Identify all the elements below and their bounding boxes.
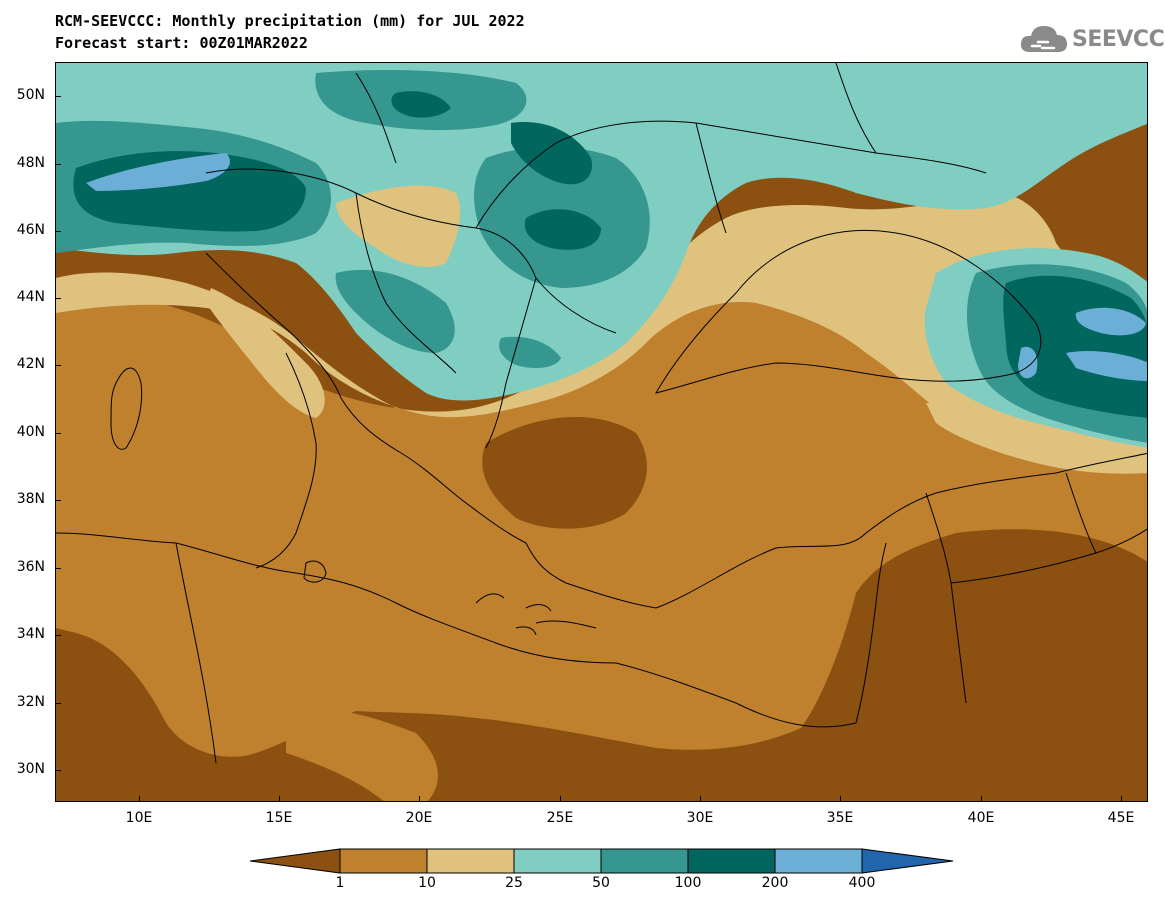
band-10-25-africa bbox=[286, 709, 438, 801]
lon-tick-label: 45E bbox=[1107, 810, 1135, 826]
lat-tick-label: 34N bbox=[16, 626, 45, 642]
lat-tick-label: 38N bbox=[16, 491, 45, 507]
lon-tick-label: 20E bbox=[405, 810, 433, 826]
band-200-400-carpathians bbox=[511, 122, 592, 185]
forecast-start-label: Forecast start: 00Z01MAR2022 bbox=[55, 34, 308, 52]
lat-tick-mark bbox=[55, 635, 61, 636]
logo-text: SEEVCCC bbox=[1072, 26, 1165, 52]
precipitation-map[interactable] bbox=[55, 62, 1148, 802]
lon-tick-mark bbox=[840, 796, 841, 802]
band-400-plus-alps bbox=[86, 153, 230, 191]
colorbar-label: 200 bbox=[761, 875, 789, 891]
map-title: RCM-SEEVCCC: Monthly precipitation (mm) … bbox=[55, 12, 525, 30]
precipitation-field bbox=[56, 63, 1147, 801]
band-100-200-balkans bbox=[335, 269, 455, 353]
lat-tick-label: 32N bbox=[16, 694, 45, 710]
colorbar-segment-gt400 bbox=[861, 848, 954, 874]
colorbar-segment-200-400 bbox=[774, 848, 863, 874]
lon-tick-mark bbox=[560, 796, 561, 802]
band-lt10-aegean bbox=[482, 416, 647, 529]
lon-tick-mark bbox=[1121, 796, 1122, 802]
band-25-50-italy bbox=[206, 288, 325, 418]
band-100-200-serbia bbox=[499, 336, 561, 369]
colorbar-label: 10 bbox=[418, 875, 436, 891]
band-50-100-hungary-gap bbox=[336, 185, 461, 268]
colorbar-label: 400 bbox=[848, 875, 876, 891]
colorbar-segment-25-50 bbox=[513, 848, 602, 874]
lat-tick-label: 48N bbox=[16, 155, 45, 171]
colorbar-segment-lt1 bbox=[250, 848, 341, 874]
colorbar-label: 1 bbox=[335, 875, 345, 891]
lat-tick-mark bbox=[55, 164, 61, 165]
colorbar-segment-10-25 bbox=[426, 848, 515, 874]
lat-tick-label: 30N bbox=[16, 761, 45, 777]
band-25-50 bbox=[56, 192, 1147, 473]
lon-tick-mark bbox=[139, 796, 140, 802]
band-25-50-turkey-east bbox=[926, 403, 1147, 474]
coastlines bbox=[56, 63, 1147, 764]
colorbar-segment-50-100 bbox=[600, 848, 689, 874]
band-10-25-west bbox=[56, 521, 149, 628]
lon-tick-label: 15E bbox=[265, 810, 293, 826]
band-400-plus-caucasus3 bbox=[1018, 346, 1038, 379]
lon-tick-mark bbox=[981, 796, 982, 802]
lon-tick-label: 25E bbox=[546, 810, 574, 826]
lat-tick-mark bbox=[55, 96, 61, 97]
seevccc-logo: SEEVCCC bbox=[1018, 22, 1165, 56]
lat-tick-mark bbox=[55, 365, 61, 366]
lat-tick-mark bbox=[55, 568, 61, 569]
band-400-plus-caucasus1 bbox=[1075, 307, 1146, 336]
lat-tick-label: 46N bbox=[16, 222, 45, 238]
lat-tick-mark bbox=[55, 770, 61, 771]
colorbar-segment-1-10 bbox=[339, 848, 428, 874]
lat-tick-mark bbox=[55, 500, 61, 501]
band-200-400-north bbox=[391, 91, 451, 118]
colorbar-label: 25 bbox=[505, 875, 523, 891]
lon-tick-label: 40E bbox=[967, 810, 995, 826]
lat-tick-label: 36N bbox=[16, 559, 45, 575]
lon-tick-label: 30E bbox=[686, 810, 714, 826]
lon-tick-mark bbox=[279, 796, 280, 802]
lon-tick-mark bbox=[700, 796, 701, 802]
band-200-400-romania bbox=[524, 209, 601, 250]
lat-tick-label: 44N bbox=[16, 289, 45, 305]
lat-tick-label: 42N bbox=[16, 356, 45, 372]
lon-tick-mark bbox=[419, 796, 420, 802]
lat-tick-mark bbox=[55, 703, 61, 704]
precipitation-colorbar bbox=[250, 848, 954, 874]
cloud-icon bbox=[1020, 26, 1067, 52]
lat-tick-mark bbox=[55, 298, 61, 299]
lat-tick-mark bbox=[55, 231, 61, 232]
lon-tick-label: 10E bbox=[125, 810, 153, 826]
band-400-plus-caucasus2 bbox=[1066, 351, 1147, 381]
lon-tick-label: 35E bbox=[826, 810, 854, 826]
lat-tick-mark bbox=[55, 433, 61, 434]
colorbar-label: 100 bbox=[674, 875, 702, 891]
lat-tick-label: 40N bbox=[16, 424, 45, 440]
lat-tick-label: 50N bbox=[16, 87, 45, 103]
colorbar-segment-100-200 bbox=[687, 848, 776, 874]
colorbar-label: 50 bbox=[592, 875, 610, 891]
